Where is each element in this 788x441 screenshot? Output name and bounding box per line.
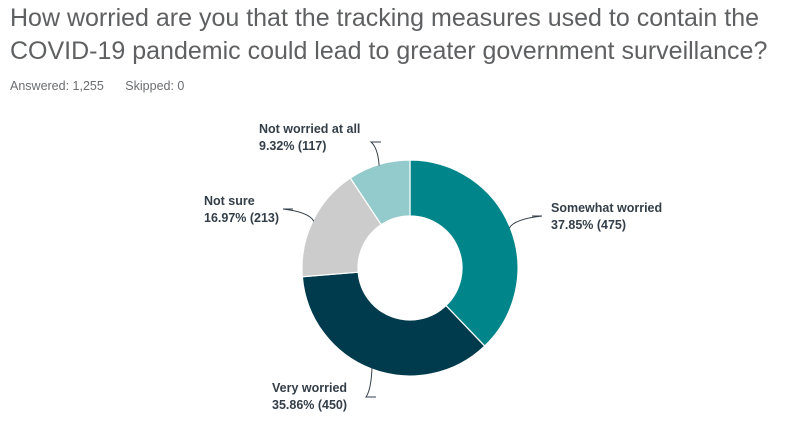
response-stats: Answered: 1,255 Skipped: 0 — [10, 79, 202, 93]
slice-label: Very worried — [272, 381, 347, 395]
skipped-count: Skipped: 0 — [125, 79, 185, 93]
leader-line — [369, 141, 381, 166]
slice-label: Somewhat worried — [551, 201, 662, 215]
answered-count: Answered: 1,255 — [10, 79, 104, 93]
leader-line — [282, 208, 315, 222]
leader-line — [365, 368, 376, 398]
slice-somewhat-worried[interactable] — [409, 159, 519, 347]
question-title: How worried are you that the tracking me… — [10, 4, 768, 65]
slice-value-label: 37.85% (475) — [551, 218, 626, 232]
slice-label: Not sure — [204, 194, 255, 208]
leader-line — [508, 215, 543, 229]
slice-value-label: 16.97% (213) — [204, 211, 279, 225]
slice-very-worried[interactable] — [301, 271, 486, 377]
slice-value-label: 35.86% (450) — [272, 398, 347, 412]
slice-label: Not worried at all — [259, 122, 360, 136]
slice-not-worried-at-all[interactable] — [349, 159, 411, 226]
slice-value-label: 9.32% (117) — [259, 139, 326, 153]
